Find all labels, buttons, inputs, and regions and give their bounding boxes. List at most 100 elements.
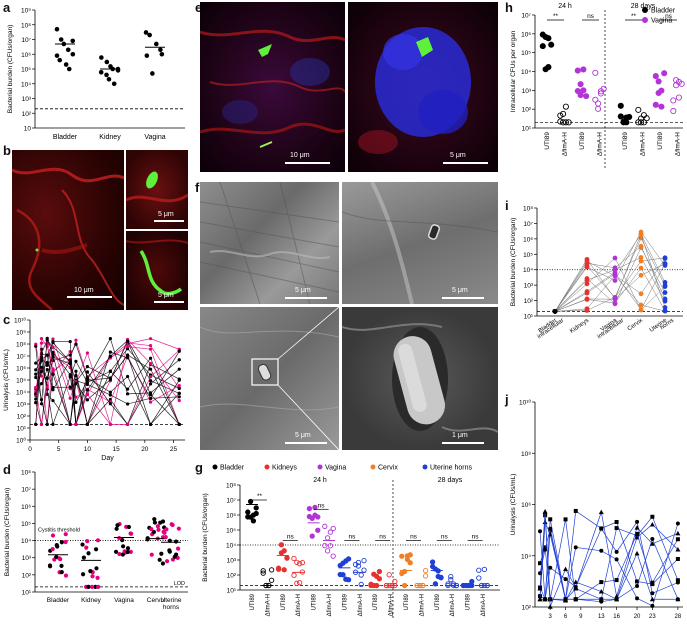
- data-point: [108, 393, 112, 397]
- data-point: [157, 557, 162, 562]
- data-point: [322, 542, 328, 549]
- data-point: [662, 308, 668, 314]
- data-point: [612, 295, 618, 301]
- panel-letter-h: h: [505, 0, 513, 15]
- scale-bar: [67, 296, 112, 298]
- y-tick-label: 10³: [227, 558, 237, 565]
- x-tick-label: Uterine: [161, 597, 182, 604]
- data-point: [51, 372, 55, 376]
- y-tick-label: 10⁸: [21, 22, 31, 29]
- data-point: [74, 338, 78, 342]
- data-point: [34, 400, 38, 405]
- x-tick-label: 23: [649, 614, 656, 620]
- x-tick-label: 25: [170, 446, 178, 453]
- data-point: [652, 73, 659, 80]
- data-point: [74, 369, 78, 373]
- data-point: [148, 344, 153, 348]
- data-point: [45, 376, 49, 380]
- data-point: [543, 545, 548, 550]
- data-point: [177, 383, 181, 388]
- series-line: [539, 528, 679, 603]
- data-point: [160, 561, 166, 566]
- data-point: [108, 422, 112, 426]
- data-point: [125, 387, 130, 391]
- data-point: [675, 578, 680, 583]
- data-point: [407, 560, 413, 566]
- annotation: LOD: [174, 581, 185, 587]
- data-point: [51, 367, 55, 371]
- data-point: [306, 505, 313, 512]
- data-point: [662, 284, 668, 289]
- legend-marker: [642, 17, 648, 23]
- data-point: [54, 554, 59, 560]
- data-point: [562, 119, 569, 126]
- data-point: [401, 568, 408, 575]
- data-point: [45, 363, 49, 367]
- group-label: 28 days: [438, 477, 463, 484]
- y-tick-label: 10⁶: [21, 504, 31, 511]
- data-point: [573, 597, 578, 602]
- data-point: [99, 55, 104, 60]
- y-tick-label: 10¹: [22, 590, 32, 597]
- data-point: [330, 553, 336, 559]
- data-point: [652, 101, 659, 108]
- data-point: [108, 390, 112, 394]
- x-tick-label: UTI89: [250, 593, 256, 610]
- data-point: [253, 510, 259, 517]
- data-point: [120, 537, 125, 543]
- data-point: [177, 422, 181, 426]
- data-point: [560, 110, 567, 118]
- data-point: [563, 566, 569, 572]
- data-point: [675, 580, 680, 585]
- data-point: [177, 358, 181, 362]
- data-point: [149, 527, 154, 532]
- y-tick-label: 10³: [524, 283, 534, 290]
- data-point: [250, 518, 257, 524]
- data-point: [39, 382, 44, 386]
- data-point: [177, 377, 181, 381]
- data-point: [260, 568, 266, 574]
- data-point: [675, 530, 681, 536]
- data-point: [407, 552, 413, 558]
- sig-label: ns: [287, 533, 295, 540]
- y-tick-label: 10⁷: [521, 13, 531, 20]
- data-point: [177, 367, 181, 371]
- data-point: [649, 541, 655, 546]
- data-point: [39, 397, 44, 402]
- sig-label: **: [631, 13, 637, 20]
- y-tick-label: 10⁶: [521, 502, 531, 509]
- data-point: [635, 579, 640, 584]
- data-point: [34, 422, 38, 426]
- data-point: [422, 573, 429, 579]
- y-tick-label: 10⁹: [21, 8, 31, 15]
- data-point: [148, 422, 153, 426]
- data-point: [86, 551, 91, 556]
- data-point: [614, 593, 620, 599]
- data-point: [85, 422, 90, 426]
- data-point: [34, 344, 38, 348]
- data-point: [355, 563, 362, 569]
- data-point: [63, 62, 69, 67]
- data-point: [599, 580, 604, 585]
- data-point: [125, 339, 130, 343]
- x-tick-label: Kidneys: [569, 318, 590, 335]
- data-point: [148, 400, 153, 404]
- data-point: [655, 89, 662, 97]
- panel-letter-b: b: [3, 143, 11, 158]
- data-point: [125, 353, 130, 357]
- data-point: [638, 302, 644, 308]
- data-point: [68, 385, 72, 389]
- data-point: [640, 112, 647, 119]
- data-point: [373, 573, 380, 579]
- series-line: [540, 523, 679, 601]
- x-tick-label: 20: [634, 614, 641, 620]
- data-point: [635, 583, 640, 588]
- x-tick-label: UTI89: [544, 132, 551, 150]
- panel-letter-d: d: [3, 462, 11, 477]
- data-point: [299, 559, 306, 566]
- legend-label: Vagina: [651, 18, 672, 25]
- data-point: [552, 308, 558, 314]
- data-point: [34, 368, 38, 372]
- y-tick-label: 10²: [522, 605, 532, 612]
- data-point: [125, 546, 131, 551]
